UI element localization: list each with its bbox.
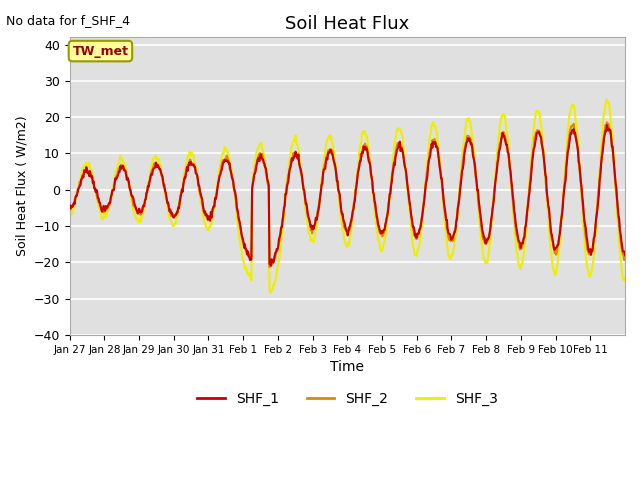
SHF_2 — [260, 163, 268, 169]
SHF_2 — [66, 207, 74, 213]
Legend: SHF_1, SHF_2, SHF_3: SHF_1, SHF_2, SHF_3 — [191, 386, 504, 411]
SHF_3 — [405, 205, 413, 211]
SHF_3 — [603, 97, 611, 103]
SHF_3 — [260, 156, 268, 161]
SHF_1 — [282, 191, 290, 196]
Title: Soil Heat Flux: Soil Heat Flux — [285, 15, 410, 33]
SHF_1 — [131, 202, 139, 208]
SHF_3 — [66, 213, 74, 218]
SHF_3 — [436, 164, 444, 170]
Line: SHF_1: SHF_1 — [70, 125, 625, 266]
SHF_1 — [603, 122, 611, 128]
SHF_2 — [405, 201, 413, 207]
SHF_1 — [66, 202, 74, 208]
SHF_1 — [267, 263, 275, 269]
SHF_1 — [436, 169, 444, 175]
SHF_3 — [233, 214, 241, 219]
Y-axis label: Soil Heat Flux ( W/m2): Soil Heat Flux ( W/m2) — [15, 116, 28, 256]
SHF_1 — [405, 197, 413, 203]
SHF_2 — [233, 207, 241, 213]
SHF_2 — [131, 205, 139, 211]
SHF_3 — [131, 211, 139, 217]
Line: SHF_3: SHF_3 — [70, 100, 625, 292]
SHF_3 — [621, 275, 629, 281]
Text: TW_met: TW_met — [72, 45, 129, 58]
SHF_2 — [436, 166, 444, 172]
Text: No data for f_SHF_4: No data for f_SHF_4 — [6, 14, 131, 27]
SHF_2 — [621, 254, 629, 260]
SHF_3 — [282, 183, 290, 189]
Line: SHF_2: SHF_2 — [70, 122, 625, 267]
SHF_1 — [260, 160, 268, 166]
SHF_1 — [233, 205, 241, 211]
SHF_3 — [266, 289, 274, 295]
SHF_2 — [282, 192, 290, 197]
SHF_1 — [621, 252, 629, 258]
SHF_2 — [266, 264, 273, 270]
X-axis label: Time: Time — [330, 360, 364, 374]
SHF_2 — [603, 120, 611, 125]
